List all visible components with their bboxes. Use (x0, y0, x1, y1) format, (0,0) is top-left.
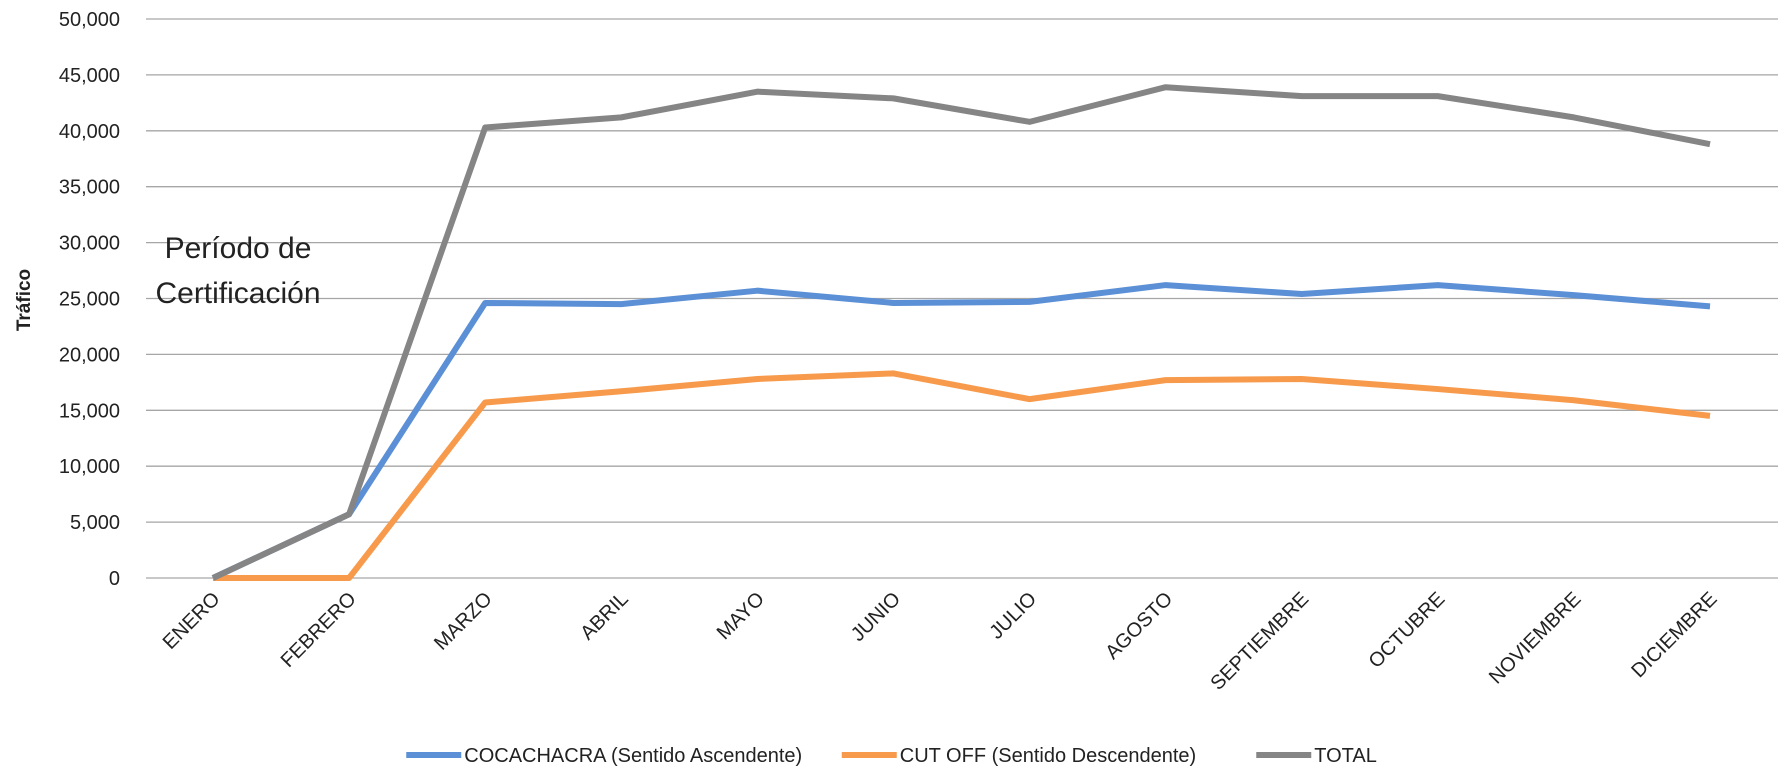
x-tick-label: MARZO (430, 588, 497, 655)
series-line (213, 370, 1711, 581)
x-tick-label: SEPTIEMBRE (1207, 588, 1314, 695)
y-tick-label: 20,000 (59, 344, 120, 366)
x-tick-label: DICIEMBRE (1627, 588, 1721, 682)
y-tick-label: 10,000 (59, 456, 120, 478)
x-tick-label: OCTUBRE (1365, 588, 1450, 673)
y-tick-label: 30,000 (59, 233, 120, 255)
series-line (211, 282, 1711, 581)
x-tick-label: AGOSTO (1101, 588, 1177, 664)
x-tick-label: NOVIEMBRE (1485, 588, 1585, 688)
y-tick-label: 5,000 (70, 512, 120, 534)
y-tick-label: 15,000 (59, 400, 120, 422)
series-line (211, 84, 1711, 581)
x-tick-label: JULIO (985, 588, 1041, 644)
x-tick-label: JUNIO (847, 588, 905, 646)
y-tick-label: 45,000 (59, 65, 120, 87)
legend-label: COCACHACRA (Sentido Ascendente) (464, 745, 802, 767)
y-tick-label: 35,000 (59, 177, 120, 199)
x-tick-label: MAYO (713, 588, 769, 644)
legend-label: TOTAL (1314, 745, 1377, 767)
y-tick-label: 40,000 (59, 121, 120, 143)
legend-label: CUT OFF (Sentido Descendente) (900, 745, 1196, 767)
x-tick-label: ABRIL (576, 588, 632, 644)
y-tick-label: 25,000 (59, 289, 120, 311)
x-tick-label: ENERO (159, 588, 225, 654)
y-tick-label: 0 (109, 568, 120, 590)
y-tick-label: 50,000 (59, 9, 120, 31)
y-axis-label: Tráfico (14, 269, 35, 331)
x-tick-label: FEBRERO (277, 588, 361, 672)
annotation: Período de Certificación (155, 232, 321, 310)
